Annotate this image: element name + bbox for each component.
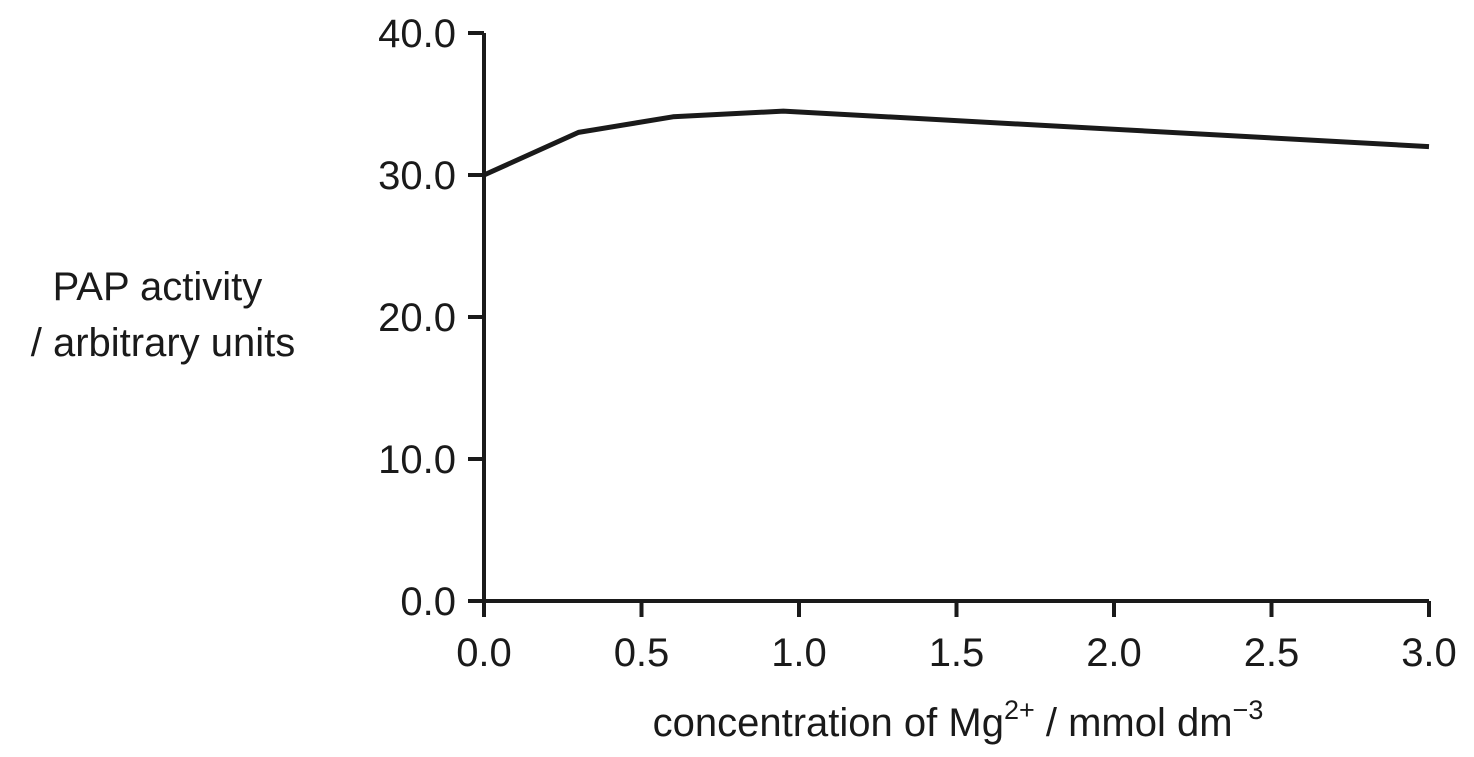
y-ticks: 0.0 10.0 20.0 30.0 40.0	[378, 12, 484, 624]
x-tick-label: 2.0	[1086, 631, 1142, 675]
y-axis-title-line-1: PAP activity	[53, 265, 263, 309]
x-axis-title-ion-charge: 2+	[1004, 695, 1035, 725]
x-axis-title: concentration of Mg2+ / mmol dm−3	[653, 695, 1264, 745]
y-tick-label: 40.0	[378, 12, 456, 56]
x-ticks: 0.0 0.5 1.0 1.5 2.0 2.5 3.0	[456, 601, 1457, 675]
y-tick-label: 0.0	[400, 580, 456, 624]
x-axis-title-unit-exponent: −3	[1233, 695, 1264, 725]
x-tick-label: 2.5	[1244, 631, 1300, 675]
y-tick-label: 10.0	[378, 438, 456, 482]
y-axis-title: PAP activity / arbitrary units	[31, 265, 296, 365]
series-line	[482, 108, 1430, 178]
y-tick-label: 20.0	[378, 296, 456, 340]
x-tick-label: 0.0	[456, 631, 512, 675]
x-tick-label: 1.5	[929, 631, 985, 675]
x-axis-title-prefix: concentration of Mg	[653, 701, 1004, 745]
x-tick-label: 1.0	[771, 631, 827, 675]
series-group	[482, 108, 1430, 178]
x-tick-label: 3.0	[1401, 631, 1457, 675]
x-tick-label: 0.5	[614, 631, 670, 675]
y-tick-label: 30.0	[378, 154, 456, 198]
x-axis-title-unit: / mmol dm	[1035, 701, 1233, 745]
y-axis-title-line-2: / arbitrary units	[31, 321, 296, 365]
